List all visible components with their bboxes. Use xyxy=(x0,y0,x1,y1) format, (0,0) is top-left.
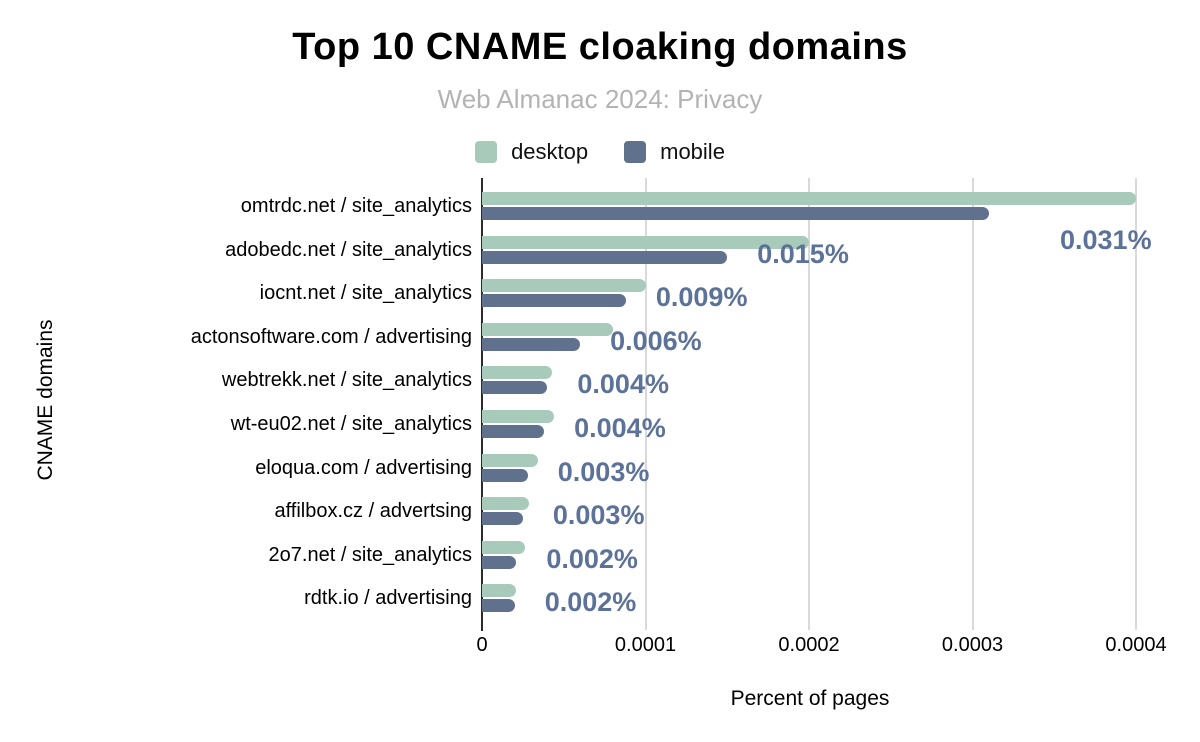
bar-mobile xyxy=(482,512,523,526)
mobile-series-swatch xyxy=(624,141,647,163)
chart-title: Top 10 CNAME cloaking domains xyxy=(292,26,908,68)
value-label: 0.015% xyxy=(757,238,849,269)
bar-desktop xyxy=(482,279,646,293)
category-label: wt-eu02.net / site_analytics xyxy=(230,413,472,435)
x-tick-label: 0.0002 xyxy=(778,634,840,656)
value-label: 0.004% xyxy=(574,413,666,443)
category-label: affilbox.cz / advertsing xyxy=(274,500,472,523)
bar-mobile xyxy=(482,425,545,438)
chart-subtitle: Web Almanac 2024: Privacy xyxy=(437,84,763,114)
value-label: 0.004% xyxy=(577,369,669,400)
category-label: rdtk.io / advertising xyxy=(304,587,472,610)
legend-item-mobile: mobile xyxy=(624,139,725,165)
legend: desktop mobile xyxy=(0,139,1200,165)
legend-label-desktop: desktop xyxy=(511,139,589,164)
legend-label-mobile: mobile xyxy=(660,139,725,164)
bar-desktop xyxy=(482,453,538,467)
x-tick-label: 0.0001 xyxy=(614,634,677,656)
gridline xyxy=(808,178,810,630)
value-label: 0.031% xyxy=(1060,225,1152,255)
bar-desktop xyxy=(482,192,1136,205)
bar-desktop xyxy=(482,540,525,554)
gridline xyxy=(644,178,647,630)
legend-item-desktop: desktop xyxy=(475,139,588,165)
x-tick-label: 0 xyxy=(476,634,488,656)
bar-mobile xyxy=(482,468,528,482)
category-label: omtrdc.net / site_analytics xyxy=(240,195,472,217)
category-label: eloqua.com / advertising xyxy=(255,456,472,479)
gridline xyxy=(1135,178,1137,630)
x-tick-label: 0.0004 xyxy=(1105,634,1167,656)
value-label: 0.003% xyxy=(557,456,650,487)
bar-mobile xyxy=(482,337,581,351)
bar-desktop xyxy=(482,235,809,249)
bar-desktop xyxy=(482,497,530,511)
y-axis-title: CNAME domains xyxy=(34,319,57,481)
category-label: iocnt.net / site_analytics xyxy=(259,282,472,305)
value-label: 0.002% xyxy=(544,587,637,618)
category-label: webtrekk.net / site_analytics xyxy=(221,369,472,392)
value-label: 0.002% xyxy=(546,543,638,574)
value-label: 0.009% xyxy=(655,282,748,313)
x-axis-title: Percent of pages xyxy=(730,687,890,710)
bar-mobile xyxy=(482,250,728,264)
value-label: 0.003% xyxy=(552,500,645,531)
bar-mobile xyxy=(482,555,517,569)
x-tick-label: 0.0003 xyxy=(941,634,1004,656)
category-label: actonsoftware.com / advertising xyxy=(190,325,472,348)
bar-mobile xyxy=(482,207,989,220)
y-axis-line xyxy=(481,178,483,631)
value-label: 0.006% xyxy=(610,325,702,356)
bar-desktop xyxy=(482,366,553,380)
bar-mobile xyxy=(482,294,626,308)
category-label: adobedc.net / site_analytics xyxy=(225,238,472,261)
gridline xyxy=(971,178,974,630)
desktop-series-swatch xyxy=(475,141,498,163)
bar-mobile xyxy=(482,599,515,613)
bar-mobile xyxy=(482,381,548,395)
category-label: 2o7.net / site_analytics xyxy=(268,543,472,566)
bar-desktop xyxy=(482,584,517,598)
bar-desktop xyxy=(482,410,554,423)
bar-desktop xyxy=(482,322,613,336)
